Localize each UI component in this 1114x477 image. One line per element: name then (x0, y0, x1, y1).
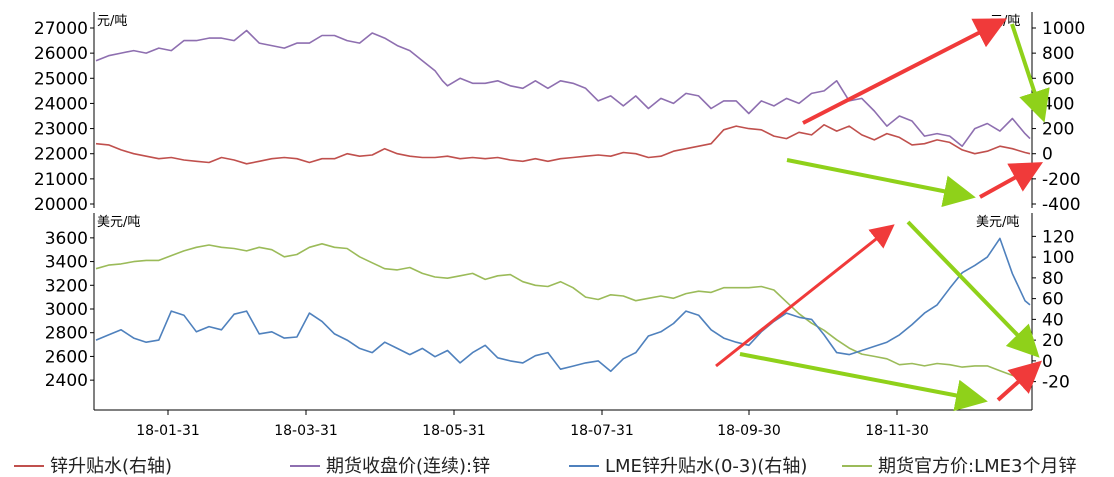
x-tick-label: 18-07-31 (570, 423, 634, 439)
trend-up-arrow-top (802, 18, 1008, 125)
left-tick-label: 25000 (34, 69, 88, 89)
bottom-series-line-0 (95, 243, 1031, 380)
x-tick-label: 18-11-30 (865, 423, 929, 439)
top-left-tick-labels: 27000 26000 25000 24000 23000 22000 21000 20000 (34, 19, 94, 215)
right-tick-label: 0 (1042, 145, 1053, 165)
left-tick-label: 24000 (34, 94, 88, 114)
left-tick-label: 21000 (34, 170, 88, 190)
legend-label: 锌升贴水(右轴) (50, 456, 172, 477)
rebound-arrow-bottom (996, 360, 1042, 402)
bottom-left-tick-labels: 3600 3400 3200 3000 2800 2600 2400 (45, 229, 94, 391)
left-tick-label: 3200 (45, 276, 88, 296)
legend-item-zinc-premium: 锌升贴水(右轴) (14, 456, 172, 477)
left-tick-label: 22000 (34, 145, 88, 165)
right-tick-label: 80 (1042, 269, 1064, 289)
legend-label: LME锌升贴水(0-3)(右轴) (605, 456, 807, 477)
legend-item-lme-3m: 期货官方价:LME3个月锌 (842, 456, 1076, 477)
right-tick-label: 20 (1042, 331, 1064, 351)
right-tick-label: 120 (1042, 227, 1074, 247)
top-series-line-0 (95, 29, 1031, 147)
legend-label: 期货官方价:LME3个月锌 (878, 456, 1076, 477)
bottom-panel: 美元/吨 美元/吨 3600 3400 3200 3000 2800 2600 2400 1… (45, 213, 1074, 439)
trend-down-arrow-bottom (739, 352, 988, 412)
right-tick-label: 1000 (1042, 19, 1085, 39)
top-series-line-1 (95, 124, 1031, 165)
right-tick-label: 60 (1042, 290, 1064, 310)
right-tick-label: 40 (1042, 310, 1064, 330)
legend: 锌升贴水(右轴) 期货收盘价(连续):锌 LME锌升贴水(0-3)(右轴) 期货… (14, 456, 1076, 477)
right-tick-label: -200 (1042, 170, 1081, 190)
left-tick-label: 2400 (45, 371, 88, 391)
bottom-series-line-1 (95, 237, 1031, 373)
left-tick-label: 3000 (45, 300, 88, 320)
right-tick-label: 100 (1042, 248, 1074, 268)
left-tick-label: 26000 (34, 44, 88, 64)
left-tick-label: 27000 (34, 19, 88, 39)
x-tick-label: 18-03-31 (274, 423, 338, 439)
left-tick-label: 2600 (45, 347, 88, 367)
top-series-lines (95, 29, 1031, 165)
right-tick-label: -400 (1042, 195, 1081, 215)
x-tick-label: 18-09-30 (717, 423, 781, 439)
bottom-right-unit: 美元/吨 (976, 215, 1019, 230)
right-tick-label: 400 (1042, 94, 1074, 114)
right-tick-label: -20 (1042, 373, 1070, 393)
top-left-unit: 元/吨 (97, 14, 127, 29)
bottom-left-unit: 美元/吨 (97, 215, 140, 230)
annotation-arrows (715, 18, 1050, 412)
legend-item-futures-close: 期货收盘价(连续):锌 (290, 456, 490, 477)
left-tick-label: 3400 (45, 253, 88, 273)
legend-label: 期货收盘价(连续):锌 (326, 456, 490, 477)
right-tick-label: 200 (1042, 120, 1074, 140)
left-tick-label: 23000 (34, 120, 88, 140)
top-right-tick-labels: 1000 800 600 400 200 0 -200 -400 (1032, 19, 1085, 215)
right-tick-label: 800 (1042, 44, 1074, 64)
trend-down-arrow-top (786, 158, 976, 208)
right-tick-label: 0 (1042, 352, 1053, 372)
top-panel: 元/吨 元/吨 27000260002500024000230002200021… (34, 12, 1085, 215)
bottom-series-lines (95, 237, 1031, 380)
legend-item-lme-premium: LME锌升贴水(0-3)(右轴) (569, 456, 807, 477)
x-tick-label: 18-01-31 (136, 423, 200, 439)
left-tick-label: 2800 (45, 324, 88, 344)
right-tick-label: 600 (1042, 69, 1074, 89)
x-tick-label: 18-05-31 (422, 423, 486, 439)
rebound-arrow-top (979, 162, 1043, 199)
x-tick-labels: 18-01-31 18-03-31 18-05-31 18-07-31 18-09-30… (136, 410, 929, 439)
decline-arrow-top-right (1010, 23, 1050, 123)
decline-arrow-bottom (906, 220, 1040, 358)
left-tick-label: 3600 (45, 229, 88, 249)
trend-up-arrow-bottom (715, 224, 895, 368)
left-tick-label: 20000 (34, 195, 88, 215)
